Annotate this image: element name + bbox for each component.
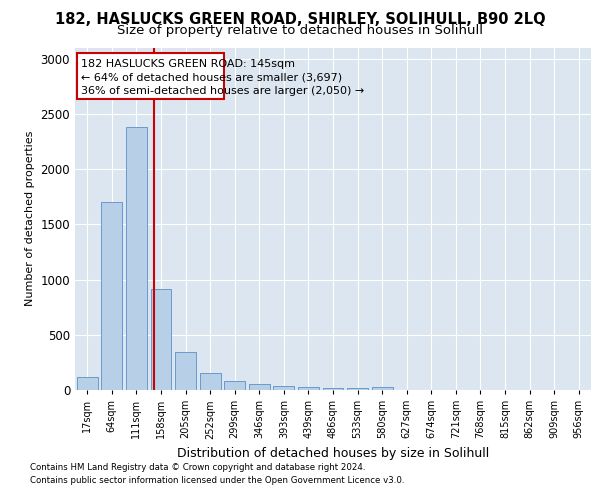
X-axis label: Distribution of detached houses by size in Solihull: Distribution of detached houses by size … (177, 447, 489, 460)
Bar (347, 388, 368, 390)
Bar (77, 376, 98, 390)
Bar (274, 386, 295, 390)
Bar (200, 374, 221, 390)
Text: 182, HASLUCKS GREEN ROAD, SHIRLEY, SOLIHULL, B90 2LQ: 182, HASLUCKS GREEN ROAD, SHIRLEY, SOLIH… (55, 12, 545, 28)
Text: 36% of semi-detached houses are larger (2,050) →: 36% of semi-detached houses are larger (… (80, 86, 364, 96)
Bar (298, 387, 319, 390)
Text: Contains public sector information licensed under the Open Government Licence v3: Contains public sector information licen… (30, 476, 404, 485)
Y-axis label: Number of detached properties: Number of detached properties (25, 131, 35, 306)
Text: Contains HM Land Registry data © Crown copyright and database right 2024.: Contains HM Land Registry data © Crown c… (30, 464, 365, 472)
Text: Size of property relative to detached houses in Solihull: Size of property relative to detached ho… (117, 24, 483, 37)
Bar (101, 202, 122, 390)
Bar (323, 388, 343, 390)
Text: 182 HASLUCKS GREEN ROAD: 145sqm: 182 HASLUCKS GREEN ROAD: 145sqm (80, 59, 295, 69)
Bar (224, 381, 245, 390)
Bar (249, 384, 270, 390)
Bar (151, 290, 172, 390)
FancyBboxPatch shape (77, 53, 224, 100)
Text: ← 64% of detached houses are smaller (3,697): ← 64% of detached houses are smaller (3,… (80, 72, 342, 83)
Bar (175, 352, 196, 390)
Bar (371, 387, 392, 390)
Bar (126, 127, 147, 390)
